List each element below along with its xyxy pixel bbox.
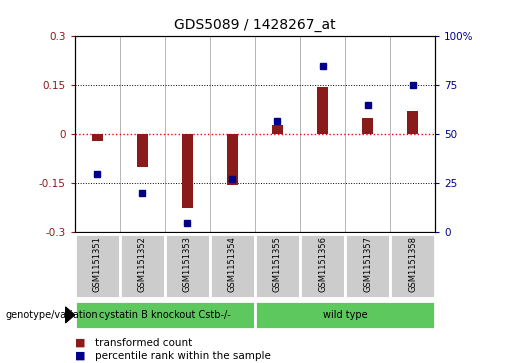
Text: GSM1151354: GSM1151354 — [228, 236, 237, 291]
FancyBboxPatch shape — [390, 234, 435, 298]
Text: GSM1151356: GSM1151356 — [318, 236, 327, 292]
Text: GSM1151351: GSM1151351 — [93, 236, 101, 291]
FancyBboxPatch shape — [75, 301, 255, 329]
FancyBboxPatch shape — [345, 234, 390, 298]
Text: genotype/variation: genotype/variation — [5, 310, 98, 320]
Bar — [182, 134, 193, 208]
Bar — [317, 87, 328, 134]
Title: GDS5089 / 1428267_at: GDS5089 / 1428267_at — [174, 19, 336, 33]
Text: ■: ■ — [75, 351, 85, 361]
Text: transformed count: transformed count — [95, 338, 193, 348]
FancyBboxPatch shape — [210, 234, 255, 298]
Polygon shape — [65, 307, 75, 323]
Text: GSM1151352: GSM1151352 — [138, 236, 147, 291]
FancyBboxPatch shape — [255, 301, 435, 329]
Text: GSM1151358: GSM1151358 — [408, 236, 417, 292]
Text: cystatin B knockout Cstb-/-: cystatin B knockout Cstb-/- — [99, 310, 231, 320]
Bar — [227, 134, 238, 185]
Bar — [407, 111, 418, 134]
FancyBboxPatch shape — [75, 234, 119, 298]
Text: wild type: wild type — [323, 310, 367, 320]
Text: percentile rank within the sample: percentile rank within the sample — [95, 351, 271, 361]
FancyBboxPatch shape — [165, 234, 210, 298]
Text: GSM1151355: GSM1151355 — [273, 236, 282, 291]
Bar — [136, 134, 148, 167]
Text: GSM1151357: GSM1151357 — [363, 236, 372, 292]
Text: GSM1151353: GSM1151353 — [183, 236, 192, 292]
FancyBboxPatch shape — [255, 234, 300, 298]
Bar — [92, 134, 103, 142]
Bar — [272, 125, 283, 134]
Bar — [362, 118, 373, 134]
FancyBboxPatch shape — [300, 234, 345, 298]
Text: ■: ■ — [75, 338, 85, 348]
FancyBboxPatch shape — [120, 234, 165, 298]
